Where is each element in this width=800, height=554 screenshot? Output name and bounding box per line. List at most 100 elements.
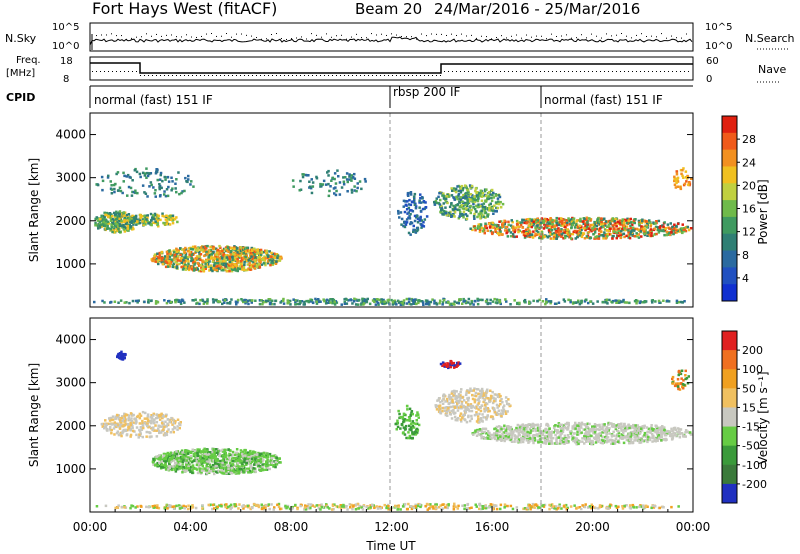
range-cell — [628, 301, 631, 305]
range-cell — [479, 217, 482, 220]
range-cell — [132, 190, 136, 194]
range-cell — [220, 268, 223, 272]
range-cell — [172, 465, 175, 468]
range-cell — [376, 301, 380, 305]
nsearch-dot — [221, 35, 222, 37]
range-cell — [622, 298, 625, 302]
range-cell — [199, 258, 202, 262]
range-cell — [227, 266, 230, 270]
range-cell — [275, 253, 279, 256]
range-cell — [576, 229, 579, 233]
range-cell — [168, 457, 172, 461]
range-cell — [174, 470, 178, 473]
nave-dot — [672, 71, 673, 72]
range-cell — [226, 457, 229, 461]
range-cell — [246, 451, 250, 454]
range-cell — [123, 301, 126, 304]
range-cell — [166, 456, 170, 459]
range-cell — [665, 233, 668, 237]
range-cell — [407, 211, 410, 214]
range-cell — [128, 419, 132, 422]
range-cell — [237, 455, 240, 458]
range-cell — [557, 228, 560, 232]
range-cell — [408, 209, 412, 212]
range-cell — [208, 463, 212, 467]
range-cell — [593, 220, 596, 224]
range-cell — [606, 225, 609, 228]
range-cell — [178, 452, 182, 455]
range-cell — [405, 221, 409, 224]
range-cell — [159, 454, 163, 457]
range-cell — [123, 220, 127, 223]
range-cell — [553, 232, 556, 235]
range-cell — [147, 222, 150, 225]
range-cell — [118, 352, 122, 355]
range-cell — [469, 198, 473, 201]
range-cell — [407, 194, 410, 197]
range-cell — [459, 196, 463, 199]
range-cell — [227, 448, 230, 451]
range-cell — [149, 431, 152, 435]
range-cell — [662, 228, 665, 232]
range-cell — [234, 457, 237, 460]
range-cell — [191, 245, 195, 249]
range-cell — [350, 191, 354, 194]
range-cell — [398, 216, 401, 219]
range-cell — [278, 258, 282, 262]
nave-dot — [168, 75, 169, 76]
range-cell — [255, 249, 258, 252]
range-cell — [371, 299, 375, 302]
range-cell — [145, 218, 148, 221]
range-cell — [479, 194, 482, 197]
range-cell — [555, 229, 558, 233]
range-cell — [205, 461, 208, 465]
range-cell — [421, 224, 425, 228]
range-cell — [172, 430, 175, 434]
range-cell — [678, 230, 681, 233]
nsearch-dot — [131, 37, 132, 39]
range-cell — [176, 252, 179, 255]
range-cell — [274, 465, 277, 469]
range-cell — [625, 219, 628, 222]
range-cell — [152, 412, 155, 416]
range-cell — [535, 229, 538, 233]
range-cell — [242, 456, 245, 459]
range-cell — [496, 200, 500, 203]
range-cell — [204, 259, 208, 263]
range-cell — [166, 418, 170, 421]
range-cell — [184, 254, 187, 258]
range-cell — [120, 219, 123, 223]
range-cell — [210, 450, 214, 454]
range-cell — [131, 228, 134, 231]
range-cell — [408, 302, 411, 306]
range-cell — [452, 204, 455, 208]
range-cell — [192, 260, 195, 264]
nave-dot — [512, 71, 513, 72]
range-cell — [215, 256, 218, 259]
range-cell — [177, 456, 180, 460]
range-cell — [199, 253, 203, 256]
nave-dot — [224, 75, 225, 76]
range-cell — [242, 453, 245, 456]
range-cell — [95, 183, 98, 186]
range-cell — [267, 257, 270, 260]
range-cell — [109, 218, 113, 221]
range-cell — [261, 460, 264, 463]
range-cell — [570, 226, 573, 229]
range-cell — [359, 303, 363, 306]
nsearch-dot — [366, 37, 367, 39]
range-cell — [534, 232, 537, 235]
range-cell — [105, 423, 108, 426]
range-cell — [636, 233, 639, 237]
range-cell — [106, 429, 109, 432]
range-cell — [616, 301, 620, 304]
range-cell — [534, 226, 537, 230]
range-cell — [168, 223, 172, 226]
range-cell — [589, 236, 593, 240]
range-cell — [160, 460, 164, 463]
range-cell — [649, 228, 653, 231]
range-cell — [179, 421, 182, 424]
range-cell — [163, 255, 167, 258]
range-cell — [557, 223, 561, 227]
